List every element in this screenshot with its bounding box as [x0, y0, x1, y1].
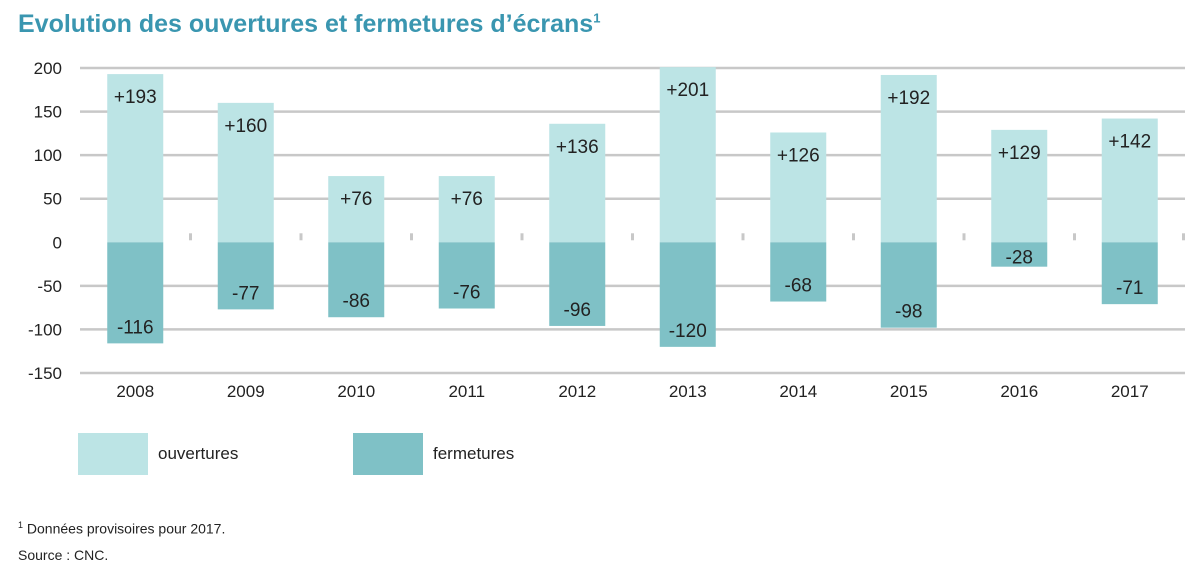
x-tick-label-2012: 2012	[558, 382, 596, 401]
data-label-ouvertures-2009: +160	[224, 116, 267, 137]
chart-title: Evolution des ouvertures et fermetures d…	[18, 10, 600, 39]
data-label-fermetures-2017: -71	[1116, 278, 1143, 299]
x-divider-tick-6	[741, 233, 745, 241]
y-tick-label-0: 0	[53, 233, 62, 252]
data-label-fermetures-2016: -28	[1006, 247, 1033, 268]
x-tick-label-2010: 2010	[337, 382, 375, 401]
x-tick-label-2011: 2011	[448, 382, 485, 401]
x-divider-tick-8	[962, 233, 966, 241]
y-tick-label-100: -100	[28, 320, 62, 339]
bar-ouvertures-2010	[328, 176, 385, 243]
bar-fermetures-2010	[328, 242, 385, 318]
x-divider-tick-3	[410, 233, 413, 241]
data-label-fermetures-2014: -68	[785, 276, 812, 297]
legend-label-fermetures: fermetures	[433, 444, 515, 463]
source-note: Source : CNC.	[18, 547, 109, 563]
bar-fermetures-2016	[991, 242, 1048, 267]
x-tick-label-2015: 2015	[890, 382, 928, 401]
bars	[107, 67, 1158, 347]
x-tick-label-2017: 2017	[1111, 382, 1149, 401]
bar-fermetures-2008	[107, 242, 164, 344]
bar-ouvertures-2011	[438, 176, 495, 243]
footnote-text: Données provisoires pour 2017.	[26, 520, 226, 537]
x-tick-label-2009: 2009	[227, 382, 265, 401]
data-label-ouvertures-2011: +76	[451, 189, 483, 210]
bar-fermetures-2011	[438, 242, 495, 309]
bar-fermetures-2017	[1101, 242, 1158, 305]
legend-label-ouvertures: ouvertures	[158, 444, 239, 463]
x-tick-label-2014: 2014	[779, 382, 817, 401]
y-tick-label-200: 200	[34, 59, 62, 78]
bar-ouvertures-2012	[549, 123, 606, 243]
y-tick-label-50: 50	[43, 190, 62, 209]
data-label-fermetures-2009: -77	[232, 283, 259, 304]
data-label-ouvertures-2014: +126	[777, 145, 820, 166]
data-label-fermetures-2015: -98	[895, 302, 922, 323]
x-divider-tick-9	[1073, 233, 1076, 241]
bar-fermetures-2012	[549, 242, 606, 326]
bar-ouvertures-2015	[880, 74, 937, 243]
bar-ouvertures-2009	[217, 102, 274, 243]
y-tick-label-150: 150	[34, 103, 62, 122]
data-label-fermetures-2008: -116	[117, 317, 154, 338]
data-label-fermetures-2013: -120	[669, 321, 707, 342]
legend-item-ouvertures: ouvertures	[78, 433, 238, 475]
title-footnote-marker: 1	[593, 10, 601, 26]
data-label-ouvertures-2017: +142	[1108, 132, 1151, 153]
bar-ouvertures-2016	[991, 129, 1048, 243]
bar-ouvertures-2013	[659, 67, 716, 243]
data-label-ouvertures-2013: +201	[666, 80, 709, 101]
data-label-fermetures-2010: -86	[343, 291, 370, 312]
bar-fermetures-2013	[659, 242, 716, 347]
data-labels: +193 -116 +160 -77 +76 -86 +76 -76 +136 -96 +201 -1…	[114, 80, 1151, 342]
x-axis-ticks	[189, 233, 1185, 241]
legend-swatch-ouvertures	[78, 433, 148, 475]
bar-ouvertures-2017	[1101, 118, 1158, 243]
x-tick-label-2013: 2013	[669, 382, 707, 401]
legend-swatch-fermetures	[353, 433, 423, 475]
bar-ouvertures-2008	[107, 74, 164, 243]
x-divider-tick-7	[852, 233, 855, 241]
x-divider-tick-4	[520, 233, 524, 241]
chart-title-text: Evolution des ouvertures et fermetures d…	[18, 10, 594, 38]
x-divider-tick-2	[299, 233, 303, 241]
data-label-ouvertures-2008: +193	[114, 87, 157, 108]
data-label-ouvertures-2016: +129	[998, 143, 1041, 164]
legend-item-fermetures: fermetures	[353, 433, 514, 475]
footnote-marker: 1	[18, 520, 24, 530]
data-label-fermetures-2011: -76	[453, 283, 480, 304]
footnote: 1 Données provisoires pour 2017.	[18, 520, 225, 537]
y-tick-label-150: -150	[28, 364, 62, 383]
x-divider-tick-5	[631, 233, 634, 241]
data-label-ouvertures-2012: +136	[556, 137, 599, 158]
y-tick-label-50: -50	[37, 277, 62, 296]
data-label-ouvertures-2015: +192	[887, 88, 930, 109]
bar-ouvertures-2014	[770, 132, 827, 243]
x-tick-label-2016: 2016	[1000, 382, 1038, 401]
bar-fermetures-2014	[770, 242, 827, 302]
y-axis: 200 150 100 50 0 -50 -100 -150	[28, 59, 62, 383]
x-divider-tick-end	[1182, 233, 1185, 241]
bar-fermetures-2015	[880, 242, 937, 328]
bar-fermetures-2009	[217, 242, 274, 310]
x-axis: 2008 2009 2010 2011 2012 2013 2014 2015 2016 2017	[116, 382, 1148, 401]
data-label-fermetures-2012: -96	[564, 300, 591, 321]
x-tick-label-2008: 2008	[116, 382, 154, 401]
x-divider-tick-1	[189, 233, 192, 241]
y-tick-label-100: 100	[34, 146, 62, 165]
data-label-ouvertures-2010: +76	[340, 189, 372, 210]
